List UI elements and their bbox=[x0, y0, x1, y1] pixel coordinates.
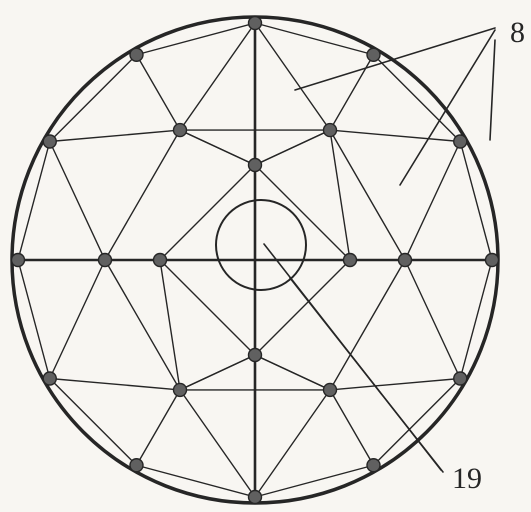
node-mid bbox=[324, 383, 337, 396]
node-outer bbox=[249, 17, 262, 30]
node-inner bbox=[154, 254, 167, 267]
node-inner bbox=[249, 159, 262, 172]
node-outer bbox=[43, 372, 56, 385]
node-outer bbox=[486, 254, 499, 267]
node-mid bbox=[99, 254, 112, 267]
node-outer bbox=[43, 135, 56, 148]
node-outer bbox=[249, 491, 262, 504]
node-outer bbox=[12, 254, 25, 267]
geodesic-diagram: 8 19 bbox=[0, 0, 531, 512]
node-inner bbox=[344, 254, 357, 267]
label-8: 8 bbox=[510, 16, 525, 49]
node-mid bbox=[399, 254, 412, 267]
node-outer bbox=[130, 459, 143, 472]
background bbox=[0, 0, 531, 512]
node-outer bbox=[367, 48, 380, 61]
node-mid bbox=[174, 383, 187, 396]
node-outer bbox=[454, 135, 467, 148]
label-19: 19 bbox=[452, 462, 482, 495]
node-mid bbox=[324, 124, 337, 137]
node-outer bbox=[130, 48, 143, 61]
node-mid bbox=[174, 124, 187, 137]
node-outer bbox=[367, 459, 380, 472]
node-inner bbox=[249, 349, 262, 362]
node-outer bbox=[454, 372, 467, 385]
